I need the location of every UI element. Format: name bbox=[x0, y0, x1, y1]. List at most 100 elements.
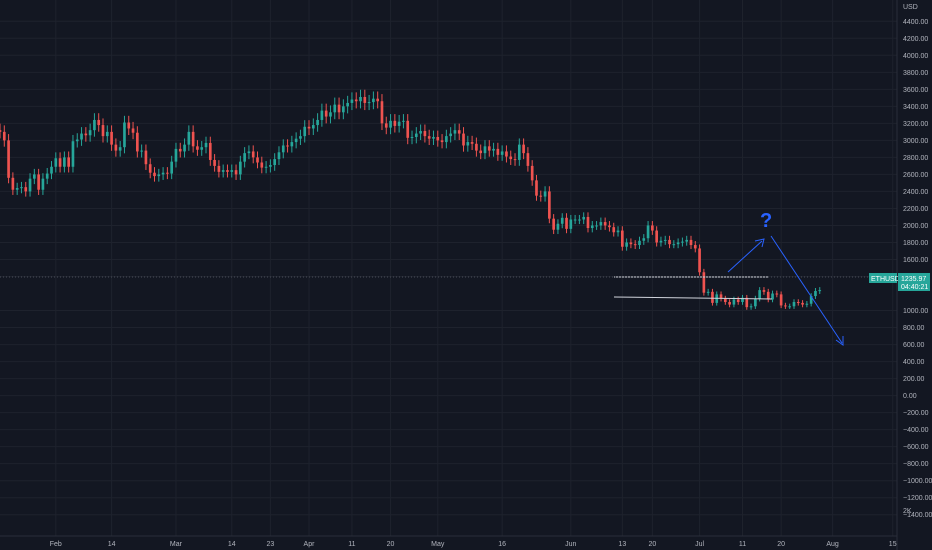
candle-body bbox=[37, 174, 40, 190]
candle-body bbox=[191, 131, 195, 147]
currency-label: USD bbox=[903, 4, 918, 11]
symbol-tag-label: ETHUSD bbox=[871, 276, 900, 283]
candle-body bbox=[342, 106, 345, 113]
candle-body bbox=[775, 293, 779, 295]
candle-body bbox=[307, 126, 311, 129]
symbol-tag-bg bbox=[869, 273, 897, 283]
candle-body bbox=[20, 187, 23, 189]
candle-body bbox=[140, 150, 143, 152]
candle-body bbox=[771, 293, 774, 300]
candle-body bbox=[234, 170, 238, 175]
candle-body bbox=[303, 126, 307, 137]
candle-body bbox=[316, 119, 319, 126]
time-tick-label: 14 bbox=[228, 541, 236, 548]
time-tick-label: Mar bbox=[170, 541, 183, 548]
time-tick-label: Jul bbox=[695, 541, 704, 548]
candle-body bbox=[324, 110, 328, 117]
candle-body bbox=[178, 148, 182, 152]
price-tick-label: 1600.00 bbox=[903, 257, 928, 264]
candle-body bbox=[668, 239, 671, 245]
candle-body bbox=[213, 159, 216, 166]
candle-body bbox=[612, 227, 616, 233]
candle-body bbox=[693, 245, 697, 249]
price-tick-label: 2400.00 bbox=[903, 189, 928, 196]
candle-body bbox=[681, 241, 684, 243]
candle-body bbox=[384, 123, 388, 128]
time-tick-label: 14 bbox=[108, 541, 116, 548]
candle-body bbox=[11, 177, 15, 190]
candle-body bbox=[513, 159, 517, 161]
candle-body bbox=[659, 240, 663, 243]
candles bbox=[0, 89, 822, 310]
price-tick-label: −1400.00 bbox=[903, 512, 932, 519]
candle-body bbox=[136, 132, 139, 152]
candle-body bbox=[711, 291, 714, 303]
candle-body bbox=[741, 297, 744, 303]
candle-body bbox=[105, 131, 109, 137]
candle-body bbox=[590, 225, 594, 229]
candle-body bbox=[487, 146, 491, 151]
candle-body bbox=[453, 130, 457, 134]
candle-body bbox=[200, 147, 204, 150]
candle-body bbox=[719, 294, 723, 299]
candle-body bbox=[131, 128, 135, 133]
candle-body bbox=[123, 122, 126, 148]
candle-body bbox=[642, 238, 646, 241]
candle-body bbox=[539, 195, 543, 197]
candle-body bbox=[58, 158, 62, 167]
candle-body bbox=[410, 136, 414, 138]
candle-body bbox=[97, 119, 101, 126]
channel-lower-line[interactable] bbox=[613, 296, 773, 300]
candle-body bbox=[7, 140, 10, 178]
candle-body bbox=[367, 102, 371, 104]
time-tick-label: 20 bbox=[777, 541, 785, 548]
candle-body bbox=[161, 172, 165, 175]
candle-body bbox=[346, 102, 349, 107]
candle-body bbox=[50, 166, 53, 174]
candle-body bbox=[15, 188, 19, 190]
candle-body bbox=[728, 302, 731, 305]
projection-up-line[interactable] bbox=[727, 240, 763, 273]
price-tick-label: 4200.00 bbox=[903, 36, 928, 43]
candle-body bbox=[509, 156, 513, 160]
candle-body bbox=[286, 145, 289, 147]
candle-body bbox=[500, 151, 504, 155]
candle-body bbox=[251, 151, 255, 158]
candle-body bbox=[359, 96, 362, 102]
price-tick-label: 600.00 bbox=[903, 342, 925, 349]
candle-body bbox=[445, 136, 448, 143]
candle-body bbox=[281, 145, 285, 153]
candle-body bbox=[196, 146, 199, 150]
time-axis[interactable]: Feb 14 Mar 14 23 Apr 11 20 May 16 Jun 13 20 Jul 11 20 Au… bbox=[0, 535, 897, 548]
candle-body bbox=[75, 139, 79, 142]
candle-body bbox=[599, 222, 603, 226]
price-tick-label: −1200.00 bbox=[903, 495, 932, 502]
candle-body bbox=[67, 157, 71, 167]
price-tick-label: 3000.00 bbox=[903, 138, 928, 145]
candle-body bbox=[273, 159, 277, 166]
candle-body bbox=[466, 142, 470, 146]
candle-body bbox=[110, 131, 113, 145]
candle-body bbox=[792, 302, 796, 307]
candle-body bbox=[320, 110, 324, 120]
candle-body bbox=[148, 164, 152, 173]
price-tick-label: 3400.00 bbox=[903, 104, 928, 111]
time-tick-label: Jun bbox=[565, 541, 576, 548]
candle-body bbox=[28, 178, 32, 192]
projection-down-line[interactable] bbox=[770, 235, 843, 344]
candle-body bbox=[578, 219, 581, 221]
candle-body bbox=[723, 298, 727, 303]
candle-body bbox=[157, 174, 161, 177]
projection-arrows[interactable] bbox=[727, 235, 844, 346]
candle-body bbox=[530, 165, 534, 181]
candle-body bbox=[397, 121, 401, 126]
candle-body bbox=[706, 291, 710, 293]
candle-body bbox=[33, 174, 36, 179]
price-axis-log-label: 2K bbox=[903, 508, 912, 515]
candle-body bbox=[625, 242, 628, 247]
candle-body bbox=[603, 222, 607, 226]
time-tick-label: 15 bbox=[889, 541, 897, 548]
candle-body bbox=[457, 130, 461, 134]
